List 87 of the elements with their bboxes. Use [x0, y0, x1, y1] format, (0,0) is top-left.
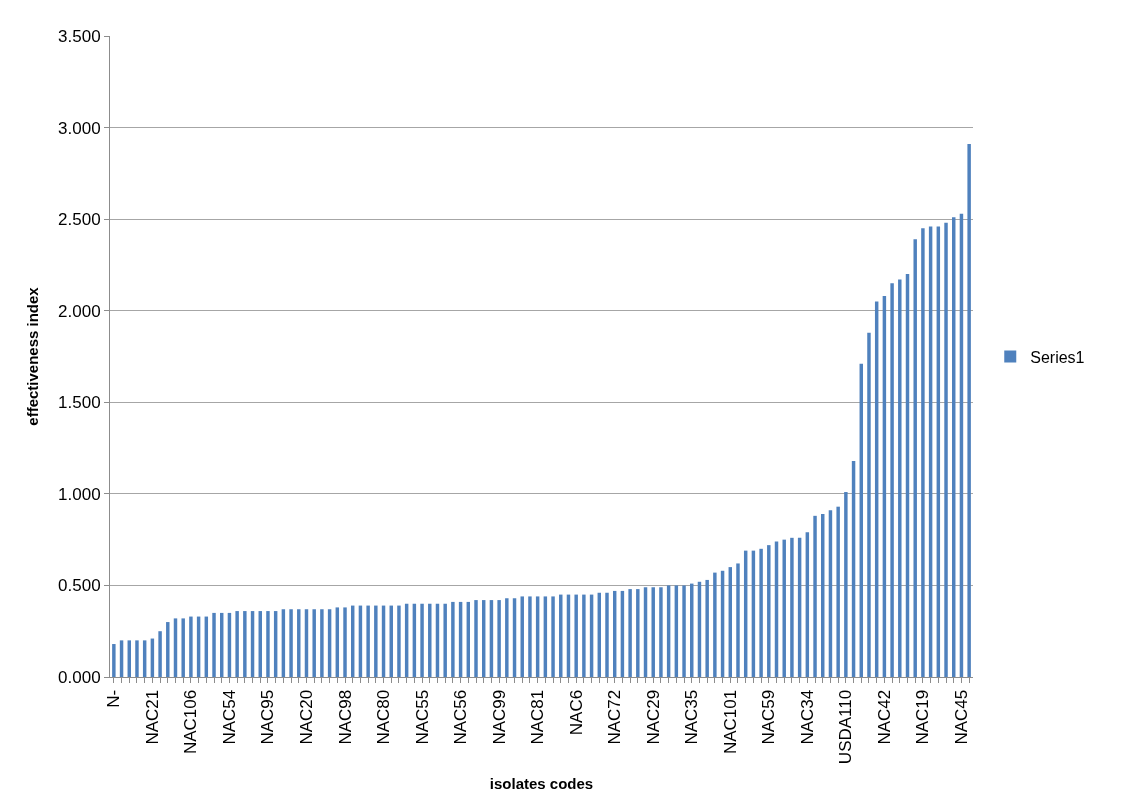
bar: [181, 618, 185, 677]
x-axis-title: isolates codes: [489, 775, 594, 793]
bar: [443, 603, 447, 677]
bar: [235, 611, 239, 677]
bar: [651, 587, 655, 677]
bar: [736, 563, 740, 677]
x-tick-label: NAC6: [566, 689, 586, 736]
bar: [559, 594, 563, 677]
bar: [913, 239, 917, 677]
bar: [713, 572, 717, 677]
bar: [428, 603, 432, 677]
x-tick-label: NAC106: [181, 689, 201, 755]
y-axis-title: effectiveness index: [24, 286, 42, 426]
bar: [397, 605, 401, 677]
y-tick-label: 1.000: [58, 484, 101, 504]
x-tick-label: NAC29: [643, 689, 663, 745]
bar: [343, 607, 347, 677]
legend-label: Series1: [1030, 348, 1085, 366]
bar: [582, 594, 586, 677]
bar: [135, 640, 139, 677]
x-tick-label: NAC59: [759, 689, 779, 745]
y-tick-label: 3.500: [58, 26, 101, 46]
bar: [659, 587, 663, 677]
x-tick-label: NAC99: [489, 689, 509, 745]
y-tick-label: 0.000: [58, 667, 101, 687]
bar: [312, 609, 316, 677]
bar: [813, 515, 817, 677]
bar: [759, 548, 763, 677]
bar: [112, 644, 116, 677]
bar: [297, 609, 301, 677]
bar: [420, 603, 424, 677]
bar: [266, 611, 270, 677]
x-tick-label: NAC54: [219, 689, 239, 745]
x-tick-label: NAC72: [605, 689, 625, 745]
x-tick-label: NAC20: [297, 689, 317, 745]
bar: [790, 537, 794, 677]
bar: [628, 589, 632, 677]
x-tick-label: NAC55: [412, 689, 432, 745]
y-tick-label: 2.500: [58, 210, 101, 230]
x-tick-label: NAC34: [797, 689, 817, 745]
bar: [898, 279, 902, 677]
bar: [451, 601, 455, 677]
y-tick-label: 1.500: [58, 393, 101, 413]
y-tick-label: 0.500: [58, 576, 101, 596]
bar: [474, 600, 478, 677]
bar: [867, 332, 871, 677]
bar: [158, 631, 162, 677]
x-tick-label: NAC42: [874, 689, 894, 745]
bar: [782, 539, 786, 677]
x-tick-label: NAC19: [913, 689, 933, 745]
bar: [682, 585, 686, 677]
x-tick-label: NAC21: [142, 689, 162, 745]
bar: [844, 492, 848, 677]
bar: [212, 612, 216, 677]
x-tick-label: NAC81: [528, 689, 548, 745]
bar: [836, 506, 840, 677]
x-tick-label: NAC98: [335, 689, 355, 745]
bar: [166, 622, 170, 677]
x-tick-label: USDA110: [836, 689, 856, 765]
bar: [705, 579, 709, 677]
bar: [551, 596, 555, 677]
bar: [605, 592, 609, 677]
bar: [243, 611, 247, 677]
x-tick-label: NAC80: [374, 689, 394, 745]
bar: [497, 600, 501, 677]
x-tick-label: NAC101: [720, 689, 740, 755]
y-tick-label: 3.000: [58, 118, 101, 138]
bar: [528, 596, 532, 677]
bar: [574, 594, 578, 677]
x-tick-label: NAC95: [258, 689, 278, 745]
bar: [767, 545, 771, 677]
bar: [320, 609, 324, 677]
bar: [890, 283, 894, 677]
x-tick-label: N-: [104, 689, 124, 708]
x-tick-label: NAC45: [951, 689, 971, 745]
bar: [189, 616, 193, 677]
bar: [921, 228, 925, 677]
x-tick-label: NAC56: [451, 689, 471, 745]
bar: [505, 598, 509, 677]
bar: [374, 605, 378, 677]
bar: [289, 609, 293, 677]
bar: [944, 222, 948, 677]
bar: [366, 605, 370, 677]
y-tick-label: 2.000: [58, 301, 101, 321]
bar: [636, 589, 640, 677]
bar: [967, 144, 971, 677]
x-tick-label: NAC35: [682, 689, 702, 745]
